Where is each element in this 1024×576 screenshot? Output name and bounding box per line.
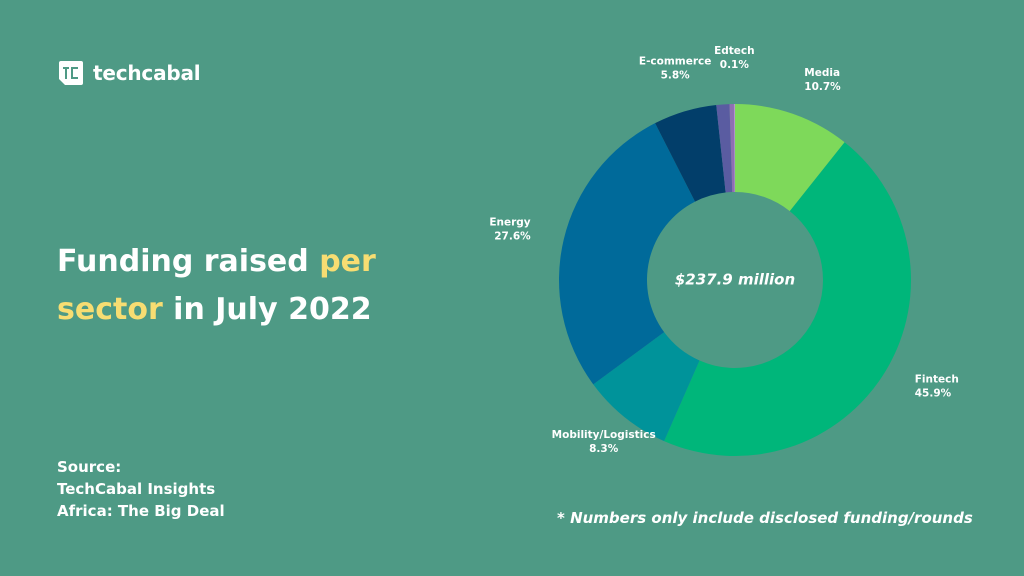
slice-value-fintech: 45.9% [915,388,952,400]
slice-label-edtech: Edtech [714,45,755,57]
source-line-1: TechCabal Insights [57,480,216,498]
slice-value-mobility-logistics: 8.3% [589,443,619,455]
slice-value-energy: 27.6% [494,231,531,243]
donut-slice-energy [559,123,696,385]
donut-chart-wrap: Media 10.7% Fintech 45.9% Mobility/Logistics… [489,45,1000,480]
slice-value-edtech: 0.1% [720,59,750,71]
source-block: Source: TechCabal Insights Africa: The B… [57,456,225,522]
donut-labels: Media 10.7% Fintech 45.9% Mobility/Logistics… [489,45,958,455]
donut-slice-e-commerce [655,105,726,202]
page-title: Funding raised per sector in July 2022 [57,238,477,334]
title-accent-1: per [319,244,376,279]
slice-value-e-commerce: 5.8% [661,70,691,82]
slice-label-media: Media [804,67,840,79]
source-heading: Source: [57,458,122,476]
brand-logo: techcabal [57,59,201,87]
donut-slice-edtech [733,104,735,193]
donut-chart: Media 10.7% Fintech 45.9% Mobility/Logistics… [489,45,959,457]
slice-label-fintech: Fintech [915,374,959,386]
donut-slice-fintech [664,142,912,457]
title-part-2: in July 2022 [162,292,372,327]
title-part-1: Funding raised [57,244,320,279]
donut-slice-media [735,104,845,212]
donut-slice-unlabeled-6 [729,104,735,193]
donut-slice-unlabeled-5 [716,104,733,193]
techcabal-logo-icon [59,61,83,85]
source-line-2: Africa: The Big Deal [57,502,225,520]
donut-slices [559,104,912,457]
title-accent-2: sector [57,292,163,327]
slice-label-mobility-logistics: Mobility/Logistics [552,429,656,441]
slice-label-energy: Energy [489,217,530,229]
slice-label-e-commerce: E-commerce [639,56,712,68]
chart-center-label: $237.9 million [675,271,795,289]
footnote: * Numbers only include disclosed funding… [557,509,973,527]
slice-value-media: 10.7% [804,81,841,93]
donut-slice-mobility-logistics [593,332,700,442]
brand-name: techcabal [93,61,201,85]
